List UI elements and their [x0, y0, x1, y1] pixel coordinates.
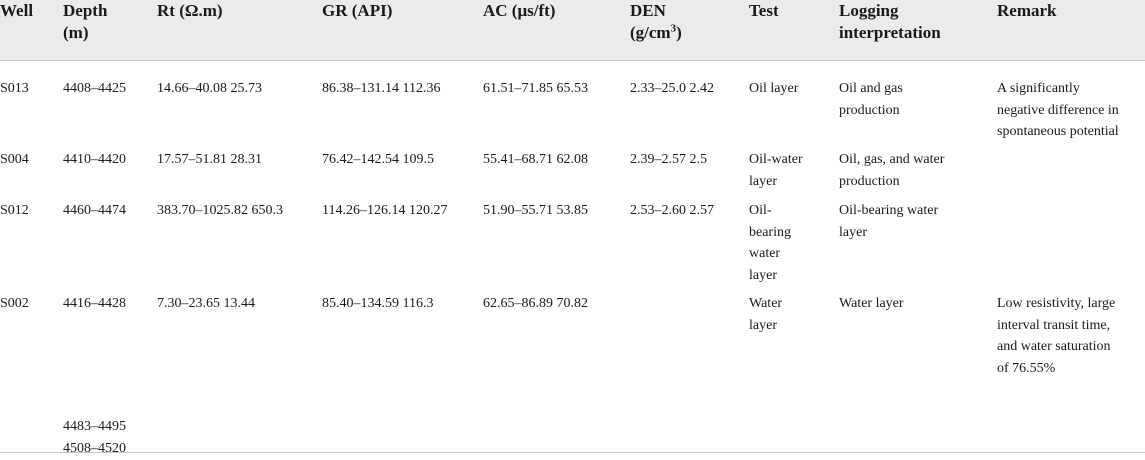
cell-line: water: [749, 246, 781, 261]
cell-gr: 86.38–131.14 112.36: [322, 81, 441, 96]
cell-rt: 7.30–23.65 13.44: [157, 296, 255, 311]
cell-depth: 4460–4474: [63, 203, 126, 218]
header-logging-interpretation: Logging interpretation: [839, 1, 941, 42]
cell-depth: 4408–4425: [63, 81, 126, 96]
cell-line: negative difference in: [997, 102, 1119, 118]
cell-logging-interpretation: Water layer: [839, 293, 989, 315]
cell-line: and water saturation: [997, 339, 1111, 354]
cell-line: bearing: [749, 224, 791, 240]
cell-ac: 62.65–86.89 70.82: [483, 296, 588, 311]
cell-depth: 4508–4520: [63, 441, 126, 456]
cell-line: layer: [749, 267, 777, 283]
cell-line: layer: [749, 173, 777, 189]
cell-line: Oil layer: [749, 81, 799, 96]
cell-line: Water: [749, 296, 783, 311]
header-remark: Remark: [997, 1, 1057, 20]
cell-gr: 76.42–142.54 109.5: [322, 152, 434, 167]
cell-logging-interpretation: Oil-bearing water layer: [839, 200, 989, 243]
header-test: Test: [749, 1, 779, 20]
cell-gr: 85.40–134.59 116.3: [322, 296, 434, 311]
cell-line: layer: [749, 317, 777, 333]
cell-line: interval transit time,: [997, 317, 1111, 333]
cell-line: production: [839, 173, 900, 189]
table-header-background: [0, 0, 1145, 60]
header-divider: [0, 60, 1145, 61]
header-gr: GR (API): [322, 1, 393, 20]
cell-line: Low resistivity, large: [997, 296, 1116, 311]
cell-well: S012: [0, 203, 29, 218]
header-depth: Depth (m): [63, 1, 108, 42]
header-rt: Rt (Ω.m): [157, 1, 223, 20]
cell-gr: 114.26–126.14 120.27: [322, 203, 448, 218]
cell-test: Oil layer: [749, 78, 829, 100]
cell-remark: A significantly negative difference in spo…: [997, 78, 1145, 143]
cell-line: Oil-bearing water: [839, 203, 939, 218]
cell-rt: 17.57–51.81 28.31: [157, 152, 262, 167]
cell-test: Water layer: [749, 293, 829, 336]
cell-well: S002: [0, 296, 29, 311]
cell-ac: 55.41–68.71 62.08: [483, 152, 588, 167]
cell-line: Oil-: [749, 203, 772, 218]
cell-line: spontaneous potential: [997, 124, 1119, 139]
cell-ac: 61.51–71.85 65.53: [483, 81, 588, 96]
cell-logging-interpretation: Oil and gas production: [839, 78, 989, 121]
cell-logging-interpretation: Oil, gas, and water production: [839, 149, 989, 192]
cell-ac: 51.90–55.71 53.85: [483, 203, 588, 218]
cell-depth: 4416–4428: [63, 296, 126, 311]
cell-line: Oil, gas, and water: [839, 152, 945, 167]
cell-depth: 4483–4495: [63, 419, 126, 434]
cell-rt: 383.70–1025.82 650.3: [157, 203, 283, 218]
header-ac: AC (μs/ft): [483, 1, 556, 20]
cell-den: 2.39–2.57 2.5: [630, 152, 707, 167]
cell-remark: Low resistivity, large interval transit t…: [997, 293, 1145, 379]
cell-line: layer: [839, 224, 867, 240]
cell-well: S004: [0, 152, 29, 167]
cell-line: Oil and gas: [839, 81, 903, 96]
cell-line: A significantly: [997, 81, 1080, 96]
header-den: DEN (g/cm3): [630, 1, 682, 42]
cell-rt: 14.66–40.08 25.73: [157, 81, 262, 96]
cell-test: Oil-bearing water layer: [749, 200, 829, 286]
cell-line: production: [839, 102, 900, 118]
cell-line: of 76.55%: [997, 360, 1056, 376]
cell-den: 2.53–2.60 2.57: [630, 203, 714, 218]
cell-line: Oil-water: [749, 152, 803, 167]
header-well: Well: [0, 1, 34, 20]
cell-depth: 4410–4420: [63, 152, 126, 167]
cell-den: 2.33–25.0 2.42: [630, 81, 714, 96]
table-bottom-rule: [0, 452, 1145, 453]
cell-well: S013: [0, 81, 29, 96]
cell-test: Oil-water layer: [749, 149, 829, 192]
cell-line: Water layer: [839, 296, 904, 311]
